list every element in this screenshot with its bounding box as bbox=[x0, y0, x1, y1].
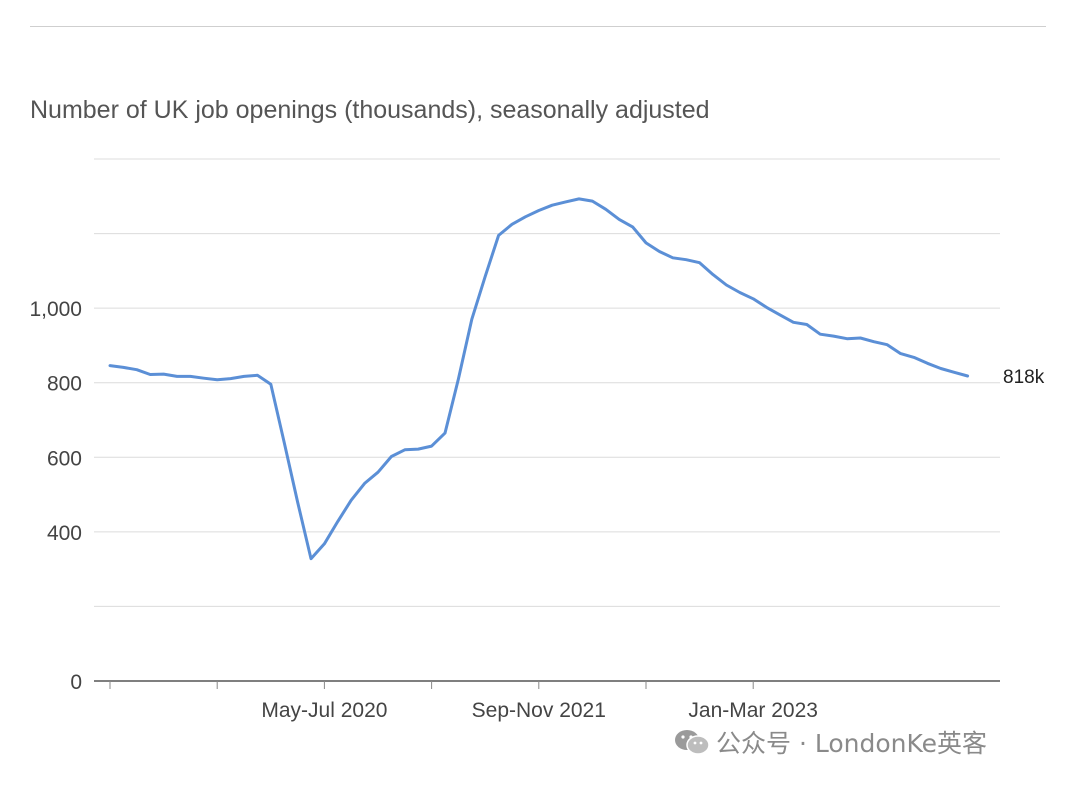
x-tick-label: May-Jul 2020 bbox=[261, 699, 387, 722]
series-line bbox=[108, 197, 970, 561]
wechat-icon bbox=[672, 727, 712, 763]
chart-title: Number of UK job openings (thousands), s… bbox=[30, 96, 710, 124]
top-rule bbox=[30, 26, 1046, 27]
x-tick-label: Jan-Mar 2023 bbox=[688, 699, 818, 722]
x-tick-label: Sep-Nov 2021 bbox=[472, 699, 606, 722]
end-value-label: 818k bbox=[1003, 367, 1045, 388]
y-tick-label: 1,000 bbox=[29, 298, 82, 321]
y-tick-label: 0 bbox=[70, 671, 82, 694]
watermark: 公众号 · LondonKe英客 bbox=[672, 724, 987, 763]
watermark-text: 公众号 · LondonKe英客 bbox=[716, 729, 988, 758]
y-tick-label: 600 bbox=[47, 447, 82, 470]
y-tick-label: 400 bbox=[47, 522, 82, 545]
y-tick-label: 800 bbox=[47, 373, 82, 396]
